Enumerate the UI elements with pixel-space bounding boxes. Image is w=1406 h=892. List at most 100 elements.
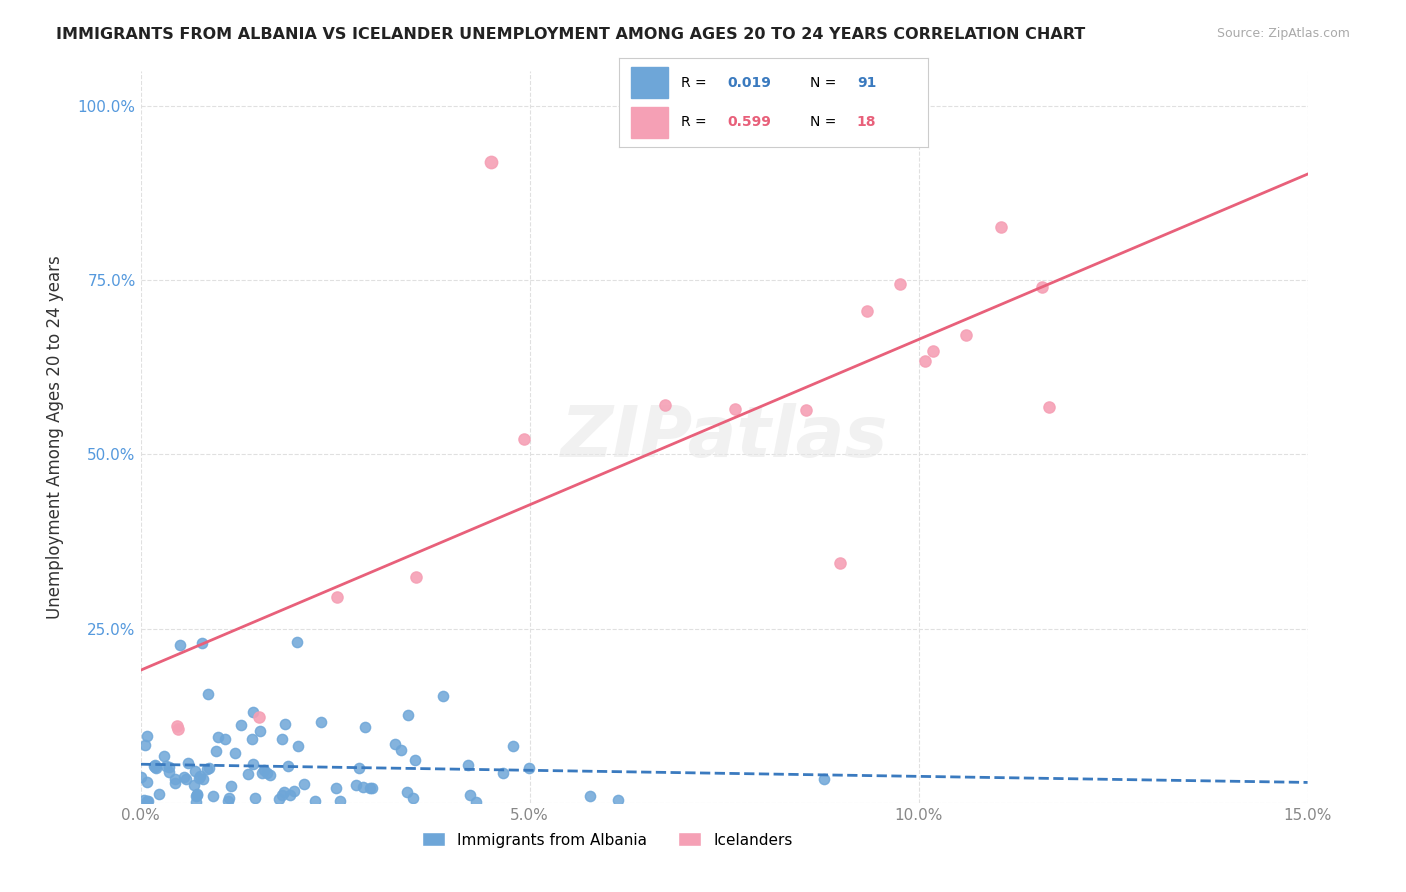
- Immigrants from Albania: [277, 759, 299, 773]
- Icelanders: [166, 719, 188, 733]
- Immigrants from Albania: [278, 788, 301, 802]
- Icelanders: [794, 402, 817, 417]
- Icelanders: [990, 219, 1012, 234]
- Immigrants from Albania: [325, 780, 347, 795]
- Immigrants from Albania: [143, 760, 166, 774]
- Immigrants from Albania: [813, 772, 835, 787]
- Text: R =: R =: [681, 115, 710, 129]
- Text: 0.019: 0.019: [727, 76, 770, 90]
- Immigrants from Albania: [143, 757, 166, 772]
- Text: 18: 18: [856, 115, 876, 129]
- Immigrants from Albania: [361, 781, 384, 796]
- Immigrants from Albania: [292, 777, 315, 791]
- Immigrants from Albania: [242, 705, 264, 719]
- Icelanders: [856, 303, 879, 318]
- Immigrants from Albania: [309, 715, 332, 730]
- Immigrants from Albania: [134, 738, 156, 752]
- Icelanders: [1038, 400, 1060, 414]
- Immigrants from Albania: [165, 775, 187, 789]
- Icelanders: [512, 433, 534, 447]
- Immigrants from Albania: [173, 770, 195, 784]
- Immigrants from Albania: [136, 794, 159, 808]
- Point: [479, 155, 502, 169]
- Icelanders: [325, 590, 347, 604]
- Icelanders: [654, 398, 676, 412]
- Immigrants from Albania: [517, 761, 540, 775]
- Text: ZIPatlas: ZIPatlas: [561, 402, 887, 472]
- Icelanders: [921, 344, 943, 359]
- Immigrants from Albania: [218, 791, 240, 805]
- Immigrants from Albania: [304, 794, 326, 808]
- Immigrants from Albania: [271, 732, 294, 747]
- Immigrants from Albania: [344, 779, 367, 793]
- Immigrants from Albania: [271, 788, 294, 802]
- Immigrants from Albania: [384, 738, 406, 752]
- Icelanders: [914, 354, 936, 368]
- Text: Source: ZipAtlas.com: Source: ZipAtlas.com: [1216, 27, 1350, 40]
- Bar: [631, 107, 668, 138]
- Text: 91: 91: [856, 76, 876, 90]
- Icelanders: [405, 570, 427, 584]
- Immigrants from Albania: [186, 795, 208, 809]
- Immigrants from Albania: [457, 757, 479, 772]
- Icelanders: [830, 556, 852, 570]
- Immigrants from Albania: [157, 760, 180, 774]
- Text: IMMIGRANTS FROM ALBANIA VS ICELANDER UNEMPLOYMENT AMONG AGES 20 TO 24 YEARS CORR: IMMIGRANTS FROM ALBANIA VS ICELANDER UNE…: [56, 27, 1085, 42]
- Immigrants from Albania: [395, 785, 418, 799]
- Immigrants from Albania: [329, 794, 352, 808]
- Immigrants from Albania: [359, 781, 381, 796]
- Immigrants from Albania: [464, 795, 486, 809]
- Icelanders: [1031, 280, 1053, 294]
- Icelanders: [724, 402, 747, 417]
- Immigrants from Albania: [183, 778, 205, 792]
- Text: N =: N =: [810, 115, 841, 129]
- Immigrants from Albania: [389, 743, 412, 757]
- Immigrants from Albania: [188, 771, 211, 785]
- Immigrants from Albania: [606, 793, 628, 807]
- Immigrants from Albania: [177, 756, 200, 770]
- Immigrants from Albania: [432, 689, 454, 703]
- Immigrants from Albania: [285, 634, 308, 648]
- Immigrants from Albania: [186, 788, 208, 802]
- Icelanders: [247, 710, 270, 724]
- Legend: Immigrants from Albania, Icelanders: Immigrants from Albania, Icelanders: [416, 826, 799, 854]
- Immigrants from Albania: [253, 763, 276, 777]
- Immigrants from Albania: [287, 739, 309, 753]
- Icelanders: [955, 328, 977, 343]
- Immigrants from Albania: [174, 772, 197, 786]
- Immigrants from Albania: [252, 765, 274, 780]
- Immigrants from Albania: [129, 770, 152, 784]
- Immigrants from Albania: [186, 789, 208, 804]
- Immigrants from Albania: [460, 788, 482, 802]
- Immigrants from Albania: [245, 791, 267, 805]
- Immigrants from Albania: [136, 775, 159, 789]
- Immigrants from Albania: [202, 789, 225, 803]
- Immigrants from Albania: [191, 772, 214, 786]
- Icelanders: [889, 277, 911, 291]
- Immigrants from Albania: [169, 638, 191, 652]
- Immigrants from Albania: [205, 744, 228, 758]
- Immigrants from Albania: [148, 787, 170, 801]
- Immigrants from Albania: [353, 720, 375, 734]
- Immigrants from Albania: [155, 759, 177, 773]
- Text: 0.599: 0.599: [727, 115, 770, 129]
- Immigrants from Albania: [502, 739, 524, 753]
- Immigrants from Albania: [347, 761, 370, 775]
- Y-axis label: Unemployment Among Ages 20 to 24 years: Unemployment Among Ages 20 to 24 years: [46, 255, 63, 619]
- Immigrants from Albania: [197, 687, 219, 701]
- Immigrants from Albania: [217, 795, 239, 809]
- Immigrants from Albania: [214, 731, 236, 746]
- Text: N =: N =: [810, 76, 841, 90]
- Immigrants from Albania: [492, 766, 515, 780]
- Immigrants from Albania: [579, 789, 602, 803]
- Immigrants from Albania: [159, 765, 181, 780]
- Immigrants from Albania: [404, 752, 426, 766]
- Immigrants from Albania: [273, 785, 295, 799]
- Immigrants from Albania: [136, 794, 159, 808]
- Text: R =: R =: [681, 76, 710, 90]
- Immigrants from Albania: [269, 792, 291, 806]
- Immigrants from Albania: [184, 764, 207, 778]
- Immigrants from Albania: [236, 767, 259, 781]
- Immigrants from Albania: [142, 758, 165, 772]
- Immigrants from Albania: [240, 732, 263, 747]
